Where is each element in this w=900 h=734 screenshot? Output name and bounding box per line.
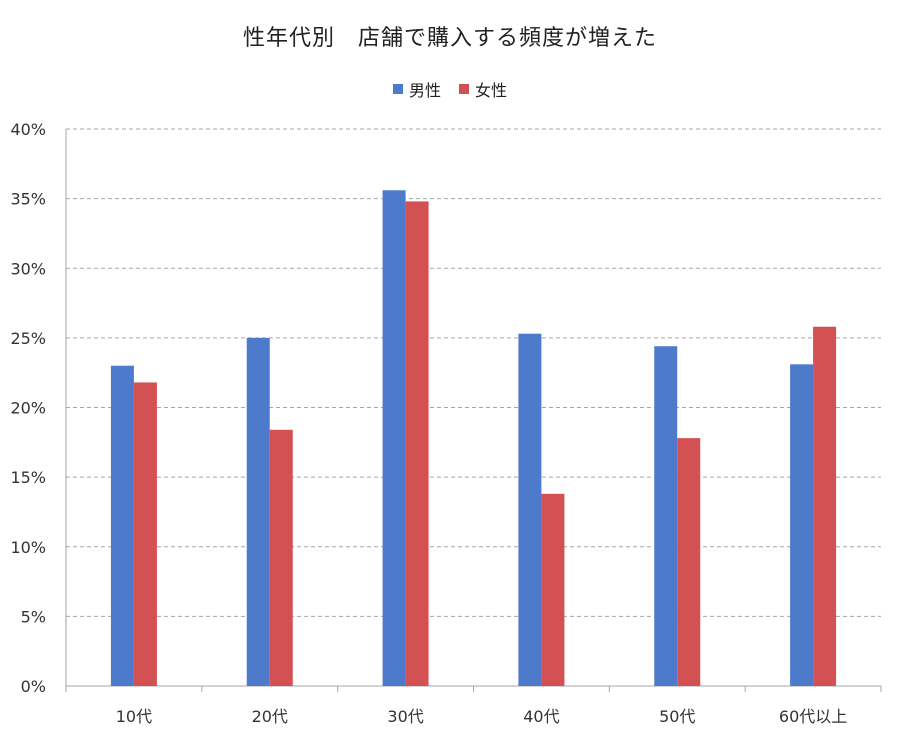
legend-label-male: 男性	[408, 81, 441, 100]
bar-male	[790, 364, 814, 686]
x-tick-label: 60代以上	[779, 707, 847, 726]
legend-swatch-female	[459, 84, 469, 94]
chart-title: 性年代別 店舗で購入する頻度が増えた	[242, 26, 657, 51]
bar-male	[518, 333, 542, 686]
y-tick-label: 30%	[10, 259, 46, 278]
bar-male	[654, 346, 678, 686]
y-tick-label: 5%	[21, 607, 46, 626]
legend-entry-female: 女性	[459, 77, 507, 101]
legend-entry-male: 男性	[392, 77, 441, 101]
x-tick-label: 10代	[116, 707, 152, 726]
x-tick-label: 50代	[659, 707, 695, 726]
bar-female	[541, 493, 565, 686]
bar-female	[405, 201, 429, 686]
bar-female	[677, 438, 701, 686]
bar-male	[110, 365, 134, 686]
bar-female	[813, 326, 837, 686]
y-tick-label: 40%	[10, 120, 46, 139]
y-tick-label: 25%	[10, 329, 46, 348]
x-tick-label: 40代	[523, 707, 559, 726]
bar-male	[382, 190, 406, 686]
bar-female	[269, 429, 293, 686]
y-tick-label: 20%	[10, 399, 46, 418]
y-tick-label: 15%	[10, 468, 46, 487]
legend-swatch-male	[392, 84, 403, 94]
legend: 男性 女性	[0, 77, 900, 101]
bar-male	[246, 337, 270, 686]
x-tick-label: 30代	[387, 707, 423, 726]
x-tick-label: 20代	[252, 707, 288, 726]
y-tick-label: 35%	[10, 190, 46, 209]
y-tick-label: 0%	[21, 677, 46, 696]
y-tick-label: 10%	[10, 538, 46, 557]
legend-label-female: 女性	[475, 81, 508, 100]
bar-female	[133, 382, 157, 686]
